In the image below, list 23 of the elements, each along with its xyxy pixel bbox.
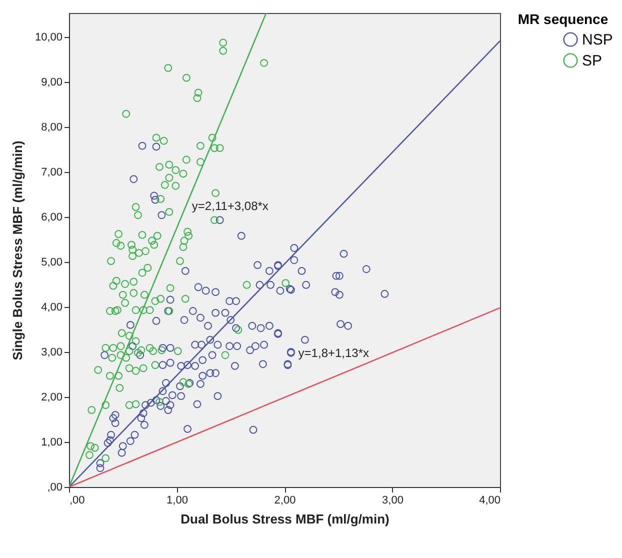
legend-label: NSP [582,32,613,48]
x-tick-label: 1,00 [166,494,188,506]
legend-title: MR sequence [518,11,608,27]
legend-label: SP [582,52,602,70]
y-tick-label: 1,00 [41,436,62,448]
y-tick-label: 5,00 [41,256,62,268]
y-tick-label: 8,00 [41,121,62,134]
y-tick-label: 7,00 [41,166,62,178]
y-tick-label: 2,00 [41,391,62,404]
y-tick-label: ,00 [47,482,62,494]
annotation: y=1,8+1,13*x [298,346,370,360]
y-axis-title: Single Bolus Stress MBF (ml/g/min) [10,140,25,360]
x-tick-label: 2,00 [274,494,296,506]
annotation: y=2,11+3,08*x [192,198,268,213]
y-tick-label: 10,00 [34,31,62,44]
y-tick-label: 9,00 [41,76,62,88]
y-tick-label: 4,00 [41,301,62,314]
x-tick-label: 3,00 [382,494,404,506]
x-tick-label: ,00 [70,494,85,506]
y-tick-label: 6,00 [41,211,62,224]
y-tick-label: 3,00 [41,346,62,358]
x-tick-label: 4,00 [479,494,500,506]
x-axis-title: Dual Bolus Stress MBF (ml/g/min) [180,512,390,526]
